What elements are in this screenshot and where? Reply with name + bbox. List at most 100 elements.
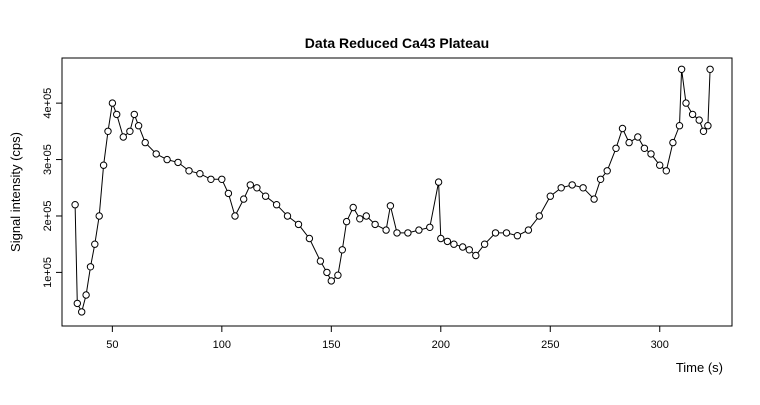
data-point xyxy=(699,127,708,136)
data-point xyxy=(334,271,342,279)
data-point xyxy=(224,189,233,198)
data-point xyxy=(704,122,712,130)
data-point xyxy=(706,65,714,74)
data-point xyxy=(434,178,443,186)
data-point xyxy=(480,240,489,248)
data-point xyxy=(218,175,226,184)
data-point xyxy=(253,184,261,192)
data-point xyxy=(152,150,160,158)
data-point xyxy=(246,181,255,189)
data-point xyxy=(272,201,281,209)
x-tick-label: 100 xyxy=(213,339,231,351)
data-point xyxy=(682,99,690,107)
data-point xyxy=(371,220,379,229)
data-point xyxy=(612,144,620,153)
data-point xyxy=(207,175,215,184)
data-point xyxy=(647,150,655,158)
data-point xyxy=(134,122,143,130)
data-point xyxy=(86,263,95,271)
data-point xyxy=(283,212,292,220)
data-point xyxy=(535,212,543,220)
data-point xyxy=(99,161,108,169)
data-point xyxy=(524,226,533,234)
data-point xyxy=(78,308,86,316)
data-point xyxy=(240,195,248,203)
x-tick-label: 150 xyxy=(322,339,340,351)
data-point xyxy=(688,110,697,119)
data-point xyxy=(91,240,99,248)
data-point xyxy=(349,203,357,212)
data-point xyxy=(261,192,270,200)
data-point xyxy=(450,240,458,248)
data-point xyxy=(104,127,112,136)
data-point xyxy=(305,234,314,243)
data-point xyxy=(634,133,642,141)
data-point xyxy=(113,110,121,119)
data-point xyxy=(404,229,412,237)
data-point xyxy=(231,212,239,220)
data-point xyxy=(677,65,686,74)
data-point xyxy=(618,124,627,133)
y-tick-label: 1e+05 xyxy=(42,257,54,288)
data-point xyxy=(491,229,500,237)
x-axis: 50 100 150 200 250 300 xyxy=(106,325,669,351)
data-point xyxy=(443,237,452,246)
data-point xyxy=(603,167,611,175)
data-point xyxy=(342,217,351,226)
data-point xyxy=(82,291,90,299)
data-point xyxy=(130,110,139,119)
data-point xyxy=(316,257,325,265)
data-point xyxy=(327,277,335,285)
y-tick-label: 4e+05 xyxy=(42,88,54,119)
y-axis-label: Signal intensity (cps) xyxy=(8,132,23,252)
data-point xyxy=(95,212,103,220)
x-axis-label: Time (s) xyxy=(676,360,723,375)
data-point xyxy=(174,158,182,167)
points-layer xyxy=(71,65,714,316)
data-point xyxy=(656,161,664,169)
data-point xyxy=(640,144,649,153)
data-point xyxy=(695,116,703,124)
data-point xyxy=(459,243,467,251)
data-point xyxy=(669,138,677,147)
data-point xyxy=(472,251,480,260)
x-tick-label: 300 xyxy=(651,339,669,351)
data-point xyxy=(675,122,684,130)
y-axis: 1e+05 2e+05 3e+05 4e+05 xyxy=(42,88,63,288)
data-point xyxy=(557,184,565,192)
data-point xyxy=(465,246,473,254)
data-point xyxy=(185,167,193,175)
data-point xyxy=(356,215,364,223)
data-point xyxy=(73,299,82,308)
data-point xyxy=(502,229,511,237)
data-point xyxy=(513,232,522,240)
y-tick-label: 2e+05 xyxy=(42,201,54,232)
data-point xyxy=(382,226,390,234)
x-tick-label: 50 xyxy=(106,339,118,351)
data-point xyxy=(590,195,598,203)
y-tick-label: 3e+05 xyxy=(42,144,54,175)
data-point xyxy=(437,234,445,243)
data-point xyxy=(163,155,171,164)
data-point xyxy=(338,246,346,254)
data-point xyxy=(323,268,331,277)
data-point xyxy=(579,184,587,192)
data-point xyxy=(426,223,434,232)
data-point xyxy=(108,99,117,107)
data-point xyxy=(71,201,79,209)
x-tick-label: 250 xyxy=(541,339,559,351)
data-point xyxy=(415,226,423,234)
data-point xyxy=(362,212,370,220)
data-point xyxy=(294,220,303,229)
data-point xyxy=(386,202,395,210)
data-point xyxy=(126,127,134,136)
data-point xyxy=(596,175,605,184)
data-point xyxy=(625,138,633,147)
x-tick-label: 200 xyxy=(432,339,450,351)
data-point xyxy=(568,181,576,189)
data-point xyxy=(141,138,149,147)
data-point xyxy=(662,167,670,175)
